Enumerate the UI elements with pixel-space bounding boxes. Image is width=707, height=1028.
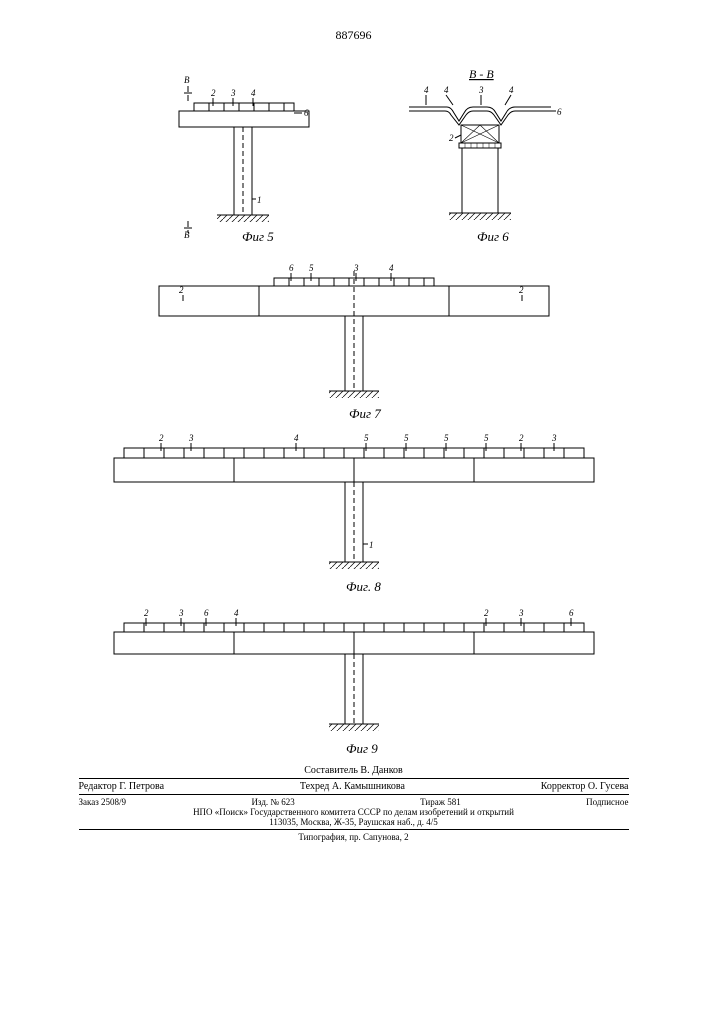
- fig8-lbl-3b: 3: [551, 433, 557, 443]
- fig5-section-top: B: [184, 75, 190, 85]
- fig8-lbl-1: 1: [369, 540, 374, 550]
- fig8-svg: 2 3 4 5 5 5 5 2 3: [79, 423, 629, 598]
- fig6-lbl-2: 2: [449, 133, 454, 143]
- fig8-lbl-5d: 5: [484, 433, 489, 443]
- fig6-lbl-4b: 4: [444, 85, 449, 95]
- fig8-caption: Фиг. 8: [346, 579, 381, 594]
- fig8-lbl-5c: 5: [444, 433, 449, 443]
- fig7-svg: 6 5 3 4 2 2 Фиг 7: [79, 253, 629, 423]
- fig8-lbl-3a: 3: [188, 433, 194, 443]
- fig9-lbl-2b: 2: [484, 608, 489, 618]
- credits-block: Составитель В. Данков Редактор Г. Петров…: [79, 763, 629, 794]
- org-line1: НПО «Поиск» Государственного комитета СС…: [79, 807, 629, 817]
- fig5-lbl-3: 3: [230, 88, 236, 98]
- corrector: Корректор О. Гусева: [541, 781, 629, 792]
- fig9-lbl-3b: 3: [518, 608, 524, 618]
- page-number: 887696: [0, 28, 707, 43]
- tirazh: Тираж 581: [420, 797, 461, 807]
- fig5-fig6-svg: B 2 3 4 6 1 B Фиг 5: [79, 63, 629, 253]
- figures-container: B 2 3 4 6 1 B Фиг 5: [79, 63, 629, 763]
- subscription: Подписное: [586, 797, 628, 807]
- fig9-svg: 2 3 6 4 2 3 6: [79, 598, 629, 763]
- fig8-lbl-2a: 2: [159, 433, 164, 443]
- fig9-lbl-4: 4: [234, 608, 239, 618]
- typography-line: Типография, пр. Сапунова, 2: [79, 829, 629, 842]
- fig7-caption: Фиг 7: [349, 406, 381, 421]
- fig6-caption: Фиг 6: [477, 229, 509, 244]
- fig5-section-bottom: B: [184, 230, 190, 240]
- fig9-lbl-6a: 6: [204, 608, 209, 618]
- compiler: Составитель В. Данков: [304, 765, 403, 776]
- fig8-lbl-5a: 5: [364, 433, 369, 443]
- colophon-block: Заказ 2508/9 Изд. № 623 Тираж 581 Подпис…: [79, 794, 629, 827]
- fig8-lbl-2b: 2: [519, 433, 524, 443]
- fig7-lbl-5: 5: [309, 263, 314, 273]
- fig6-lbl-6: 6: [557, 107, 562, 117]
- editor: Редактор Г. Петрова: [79, 781, 165, 792]
- fig5-lbl-1: 1: [257, 195, 262, 205]
- fig9-lbl-3a: 3: [178, 608, 184, 618]
- fig8-lbl-4: 4: [294, 433, 299, 443]
- fig9-caption: Фиг 9: [346, 741, 378, 756]
- fig6-lbl-3: 3: [478, 85, 484, 95]
- fig5-lbl-4: 4: [251, 88, 256, 98]
- fig9-lbl-6b: 6: [569, 608, 574, 618]
- fig5-lbl-2: 2: [211, 88, 216, 98]
- techred: Техред А. Камышникова: [300, 781, 405, 792]
- izd-number: Изд. № 623: [251, 797, 294, 807]
- fig7-lbl-6: 6: [289, 263, 294, 273]
- fig8-lbl-5b: 5: [404, 433, 409, 443]
- fig5-caption: Фиг 5: [242, 229, 274, 244]
- fig5-lbl-6: 6: [304, 108, 309, 118]
- org-line2: 113035, Москва, Ж-35, Раушская наб., д. …: [79, 817, 629, 827]
- fig6-section-title: B - B: [469, 67, 494, 81]
- fig6-lbl-4c: 4: [509, 85, 514, 95]
- fig9-lbl-2a: 2: [144, 608, 149, 618]
- fig6-lbl-4a: 4: [424, 85, 429, 95]
- order-number: Заказ 2508/9: [79, 797, 127, 807]
- fig7-lbl-4: 4: [389, 263, 394, 273]
